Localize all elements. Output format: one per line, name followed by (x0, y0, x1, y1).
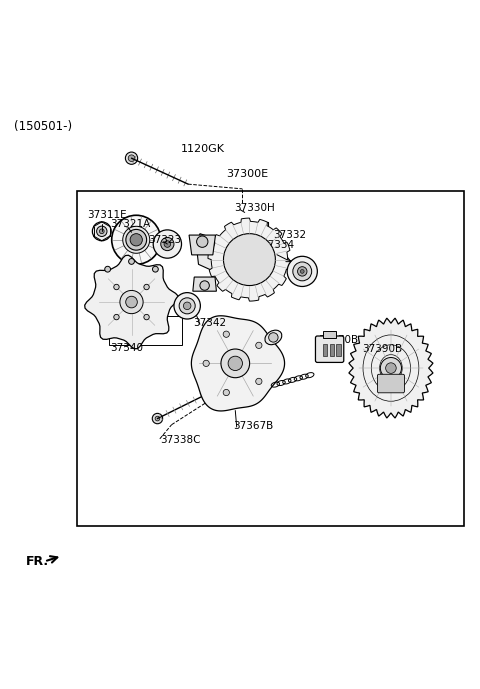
Circle shape (144, 314, 149, 320)
Circle shape (269, 333, 278, 342)
Circle shape (126, 229, 146, 250)
Circle shape (105, 266, 110, 272)
Ellipse shape (265, 330, 282, 344)
Circle shape (130, 234, 143, 246)
Bar (324, 331, 336, 338)
Polygon shape (349, 318, 433, 418)
Text: 37342: 37342 (193, 318, 226, 328)
Text: 37323: 37323 (148, 235, 181, 245)
Text: 37330H: 37330H (234, 203, 275, 213)
Text: 37367B: 37367B (233, 420, 273, 431)
Circle shape (385, 363, 396, 373)
Circle shape (228, 356, 242, 371)
Circle shape (380, 358, 401, 379)
FancyBboxPatch shape (315, 336, 344, 362)
Circle shape (256, 378, 262, 384)
Bar (323, 344, 327, 356)
Circle shape (221, 349, 250, 378)
Circle shape (129, 258, 134, 265)
Circle shape (223, 389, 229, 395)
Circle shape (96, 226, 107, 236)
Text: 1120GK: 1120GK (181, 144, 225, 154)
Circle shape (99, 229, 104, 234)
Text: 37332: 37332 (273, 230, 306, 240)
Circle shape (223, 331, 229, 338)
Text: 37311E: 37311E (87, 209, 126, 220)
Text: 37390B: 37390B (362, 344, 403, 354)
Text: 37300E: 37300E (226, 169, 268, 178)
Circle shape (112, 215, 161, 265)
Bar (330, 344, 334, 356)
Text: 37338C: 37338C (160, 435, 200, 445)
Circle shape (114, 285, 119, 289)
Text: 37370B: 37370B (318, 335, 358, 344)
Circle shape (298, 267, 307, 276)
Text: 37334: 37334 (261, 240, 294, 249)
Text: 37340: 37340 (110, 343, 144, 353)
Circle shape (120, 291, 143, 313)
Circle shape (164, 240, 171, 247)
Circle shape (300, 269, 304, 274)
Circle shape (153, 230, 181, 258)
Polygon shape (193, 277, 216, 291)
Circle shape (183, 302, 191, 309)
Polygon shape (208, 218, 291, 301)
Bar (336, 344, 341, 356)
Circle shape (174, 293, 200, 319)
Circle shape (155, 416, 160, 421)
Polygon shape (84, 255, 178, 349)
Circle shape (126, 296, 137, 308)
Circle shape (114, 314, 119, 320)
Circle shape (256, 342, 262, 349)
Bar (77, 192, 464, 526)
Circle shape (287, 256, 317, 287)
Circle shape (144, 285, 149, 289)
Text: 37321A: 37321A (110, 219, 151, 229)
Bar (109, 316, 182, 344)
Polygon shape (189, 235, 216, 255)
Circle shape (179, 298, 195, 314)
Circle shape (293, 262, 312, 281)
Circle shape (153, 266, 158, 272)
Polygon shape (192, 316, 285, 411)
Circle shape (200, 281, 209, 290)
Text: (150501-): (150501-) (13, 121, 72, 134)
Circle shape (203, 360, 209, 367)
Circle shape (128, 155, 135, 161)
Circle shape (123, 226, 150, 254)
FancyBboxPatch shape (377, 374, 405, 393)
Text: FR.: FR. (25, 555, 48, 568)
Circle shape (152, 413, 163, 424)
Circle shape (161, 238, 174, 251)
Circle shape (197, 236, 208, 247)
Polygon shape (197, 234, 214, 271)
Circle shape (125, 152, 138, 164)
Circle shape (92, 222, 111, 240)
Circle shape (224, 234, 276, 285)
